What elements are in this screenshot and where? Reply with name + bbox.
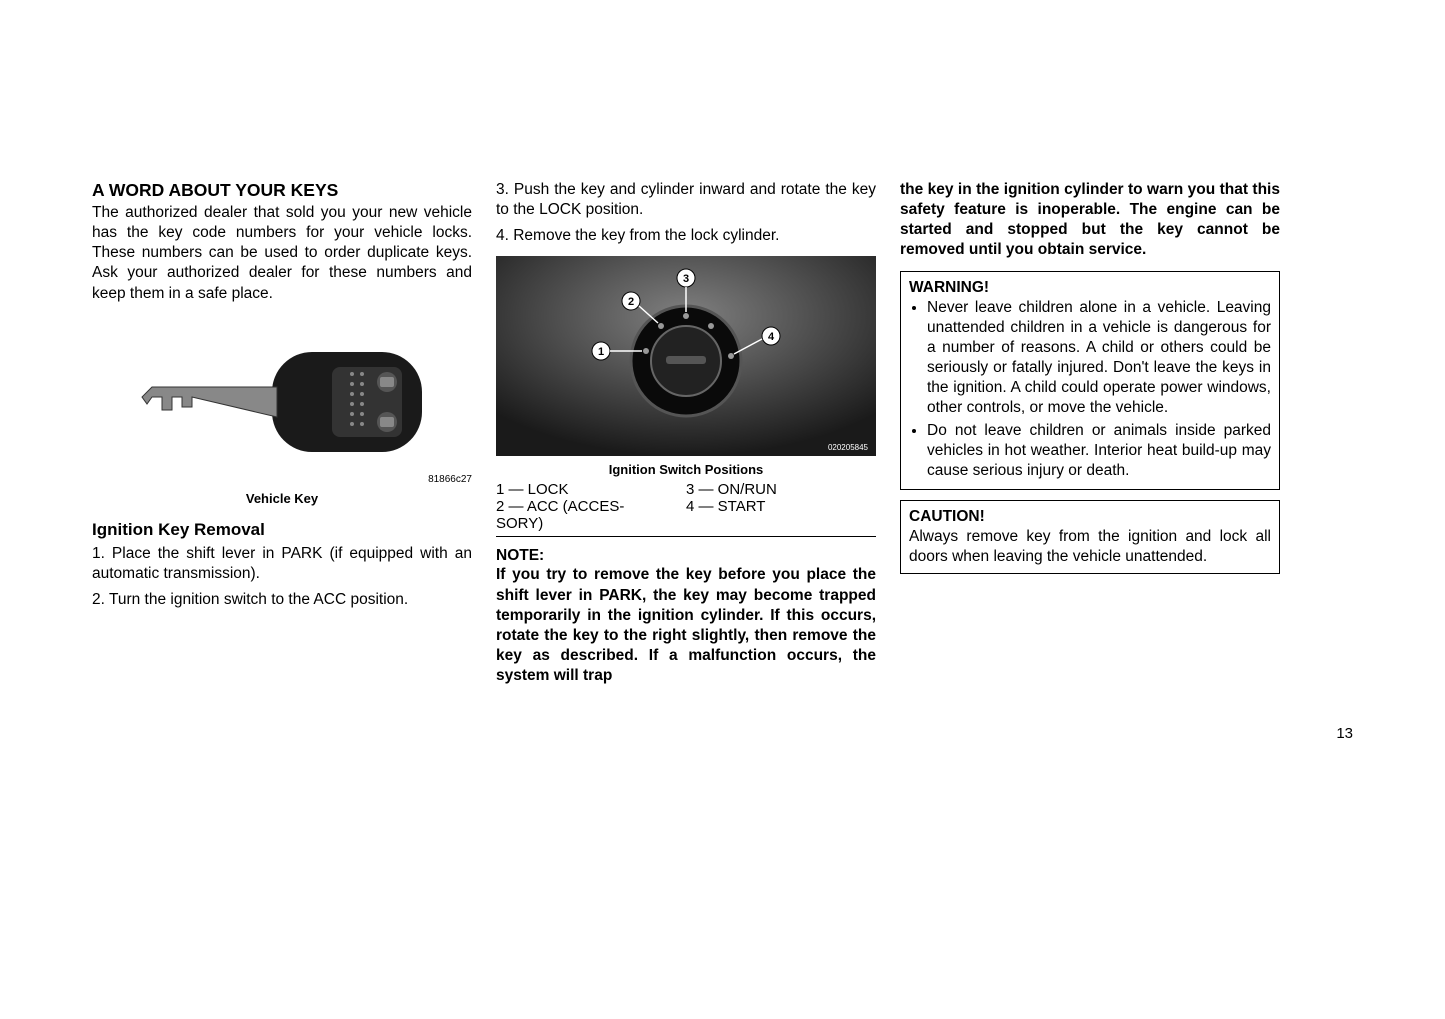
intro-paragraph: The authorized dealer that sold you your… xyxy=(92,203,472,304)
svg-text:2: 2 xyxy=(628,296,634,308)
vehicle-key-illustration xyxy=(122,332,442,472)
legend-item-3: 3 — ON/RUN xyxy=(686,481,876,498)
legend-left: 1 — LOCK 2 — ACC (ACCES-SORY) xyxy=(496,481,686,532)
page-number: 13 xyxy=(1336,725,1353,742)
column-2: 3. Push the key and cylinder inward and … xyxy=(496,180,876,686)
ignition-switch-figure: 1 2 3 4 020205845 Ignition Switch Positi… xyxy=(496,256,876,477)
warning-list: Never leave children alone in a vehicle.… xyxy=(909,298,1271,481)
step-3: 3. Push the key and cylinder inward and … xyxy=(496,180,876,220)
column-1: A WORD ABOUT YOUR KEYS The authorized de… xyxy=(92,180,472,686)
note-label: NOTE: xyxy=(496,547,876,565)
warning-title: WARNING! xyxy=(909,278,1271,298)
legend-right: 3 — ON/RUN 4 — START xyxy=(686,481,876,532)
warning-callout: WARNING! Never leave children alone in a… xyxy=(900,271,1280,490)
figure-caption: Ignition Switch Positions xyxy=(609,462,764,477)
warning-bullet-1: Never leave children alone in a vehicle.… xyxy=(927,298,1271,419)
ignition-switch-illustration: 1 2 3 4 020205845 xyxy=(496,256,876,456)
caution-title: CAUTION! xyxy=(909,507,1271,527)
caution-callout: CAUTION! Always remove key from the igni… xyxy=(900,500,1280,574)
svg-text:4: 4 xyxy=(768,331,775,343)
figure-code: 81866c27 xyxy=(92,474,472,485)
vehicle-key-figure: 81866c27 Vehicle Key xyxy=(92,332,472,506)
section-heading: A WORD ABOUT YOUR KEYS xyxy=(92,180,472,201)
note-text: If you try to remove the key before you … xyxy=(496,565,876,686)
figure-caption: Vehicle Key xyxy=(246,491,318,506)
legend-item-2: 2 — ACC (ACCES-SORY) xyxy=(496,498,686,532)
svg-text:1: 1 xyxy=(598,346,604,358)
caution-text: Always remove key from the ignition and … xyxy=(909,527,1271,567)
column-3: the key in the ignition cylinder to warn… xyxy=(900,180,1280,686)
figure-code-inline: 020205845 xyxy=(828,443,869,452)
legend-item-4: 4 — START xyxy=(686,498,876,515)
step-2: 2. Turn the ignition switch to the ACC p… xyxy=(92,590,472,610)
legend-item-1: 1 — LOCK xyxy=(496,481,686,498)
step-1: 1. Place the shift lever in PARK (if equ… xyxy=(92,544,472,584)
step-4: 4. Remove the key from the lock cylinder… xyxy=(496,226,876,246)
warning-bullet-2: Do not leave children or animals inside … xyxy=(927,421,1271,481)
svg-text:3: 3 xyxy=(683,273,689,285)
subsection-heading: Ignition Key Removal xyxy=(92,520,472,540)
note-continuation: the key in the ignition cylinder to warn… xyxy=(900,180,1280,261)
manual-page: A WORD ABOUT YOUR KEYS The authorized de… xyxy=(92,180,1353,686)
ignition-legend: 1 — LOCK 2 — ACC (ACCES-SORY) 3 — ON/RUN… xyxy=(496,481,876,537)
